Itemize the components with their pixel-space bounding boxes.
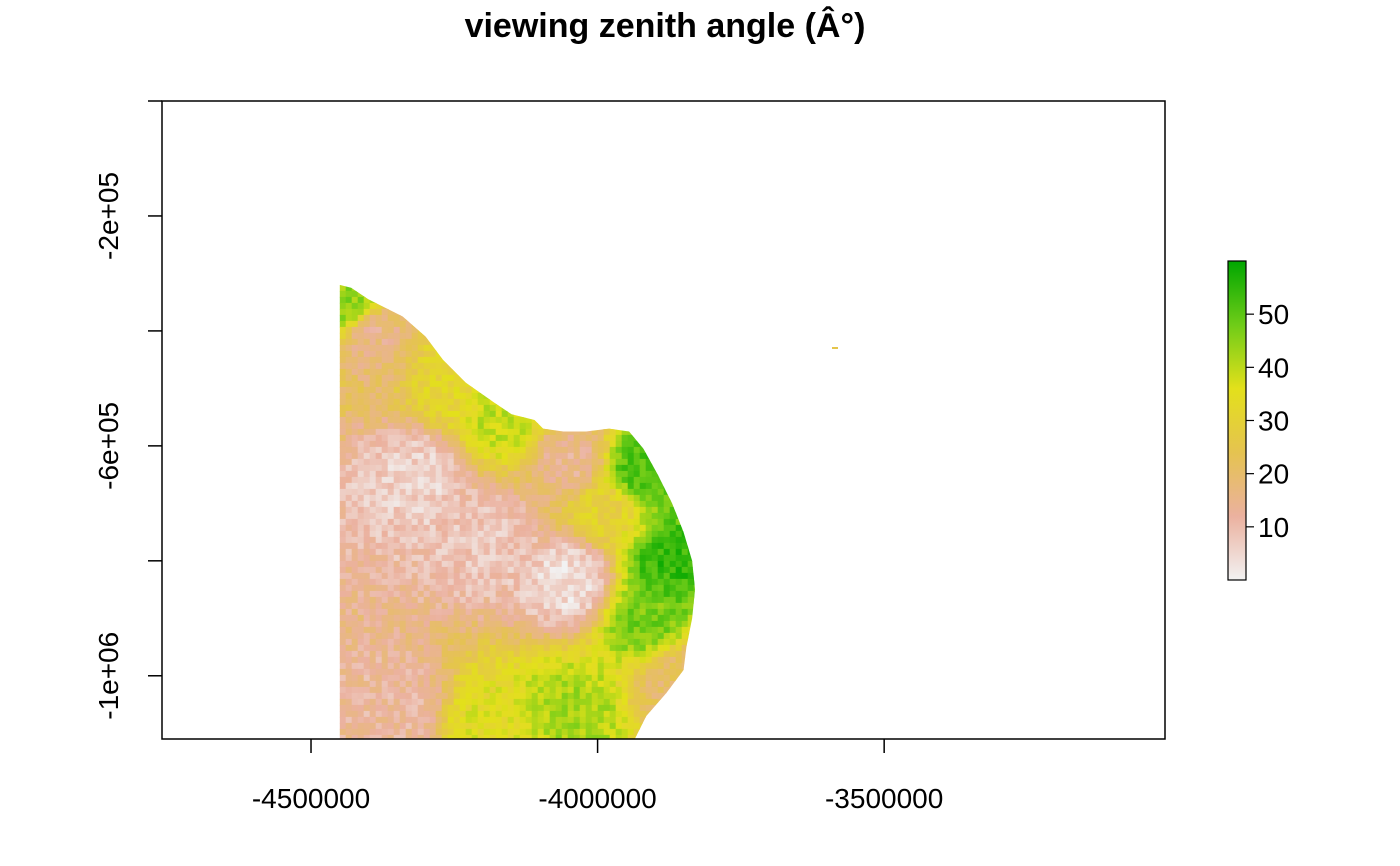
legend-tick-label: 40	[1258, 352, 1289, 383]
plot-frame	[161, 100, 1166, 740]
chart-title: viewing zenith angle (Â°)	[465, 7, 866, 45]
y-tick-label: -2e+05	[93, 172, 124, 260]
legend-tick-label: 30	[1258, 406, 1289, 437]
legend-tick-label: 20	[1258, 459, 1289, 490]
x-tick-label: -3500000	[825, 783, 943, 814]
x-tick-label: -4000000	[538, 783, 656, 814]
raster-layer	[339, 284, 838, 739]
x-tick-label: -4500000	[252, 783, 370, 814]
y-tick-label: -6e+05	[93, 402, 124, 490]
axes: -4500000 -4000000 -3500000 -1e+06 -6e+05 -2e+…	[93, 100, 1166, 814]
color-legend: 10 20 30 40 50	[1227, 260, 1289, 581]
raster-speck	[832, 347, 838, 349]
legend-tick-label: 50	[1258, 299, 1289, 330]
legend-tick-label: 10	[1258, 512, 1289, 543]
y-tick-label: -1e+06	[93, 632, 124, 720]
legend-colorbar	[1227, 260, 1247, 581]
